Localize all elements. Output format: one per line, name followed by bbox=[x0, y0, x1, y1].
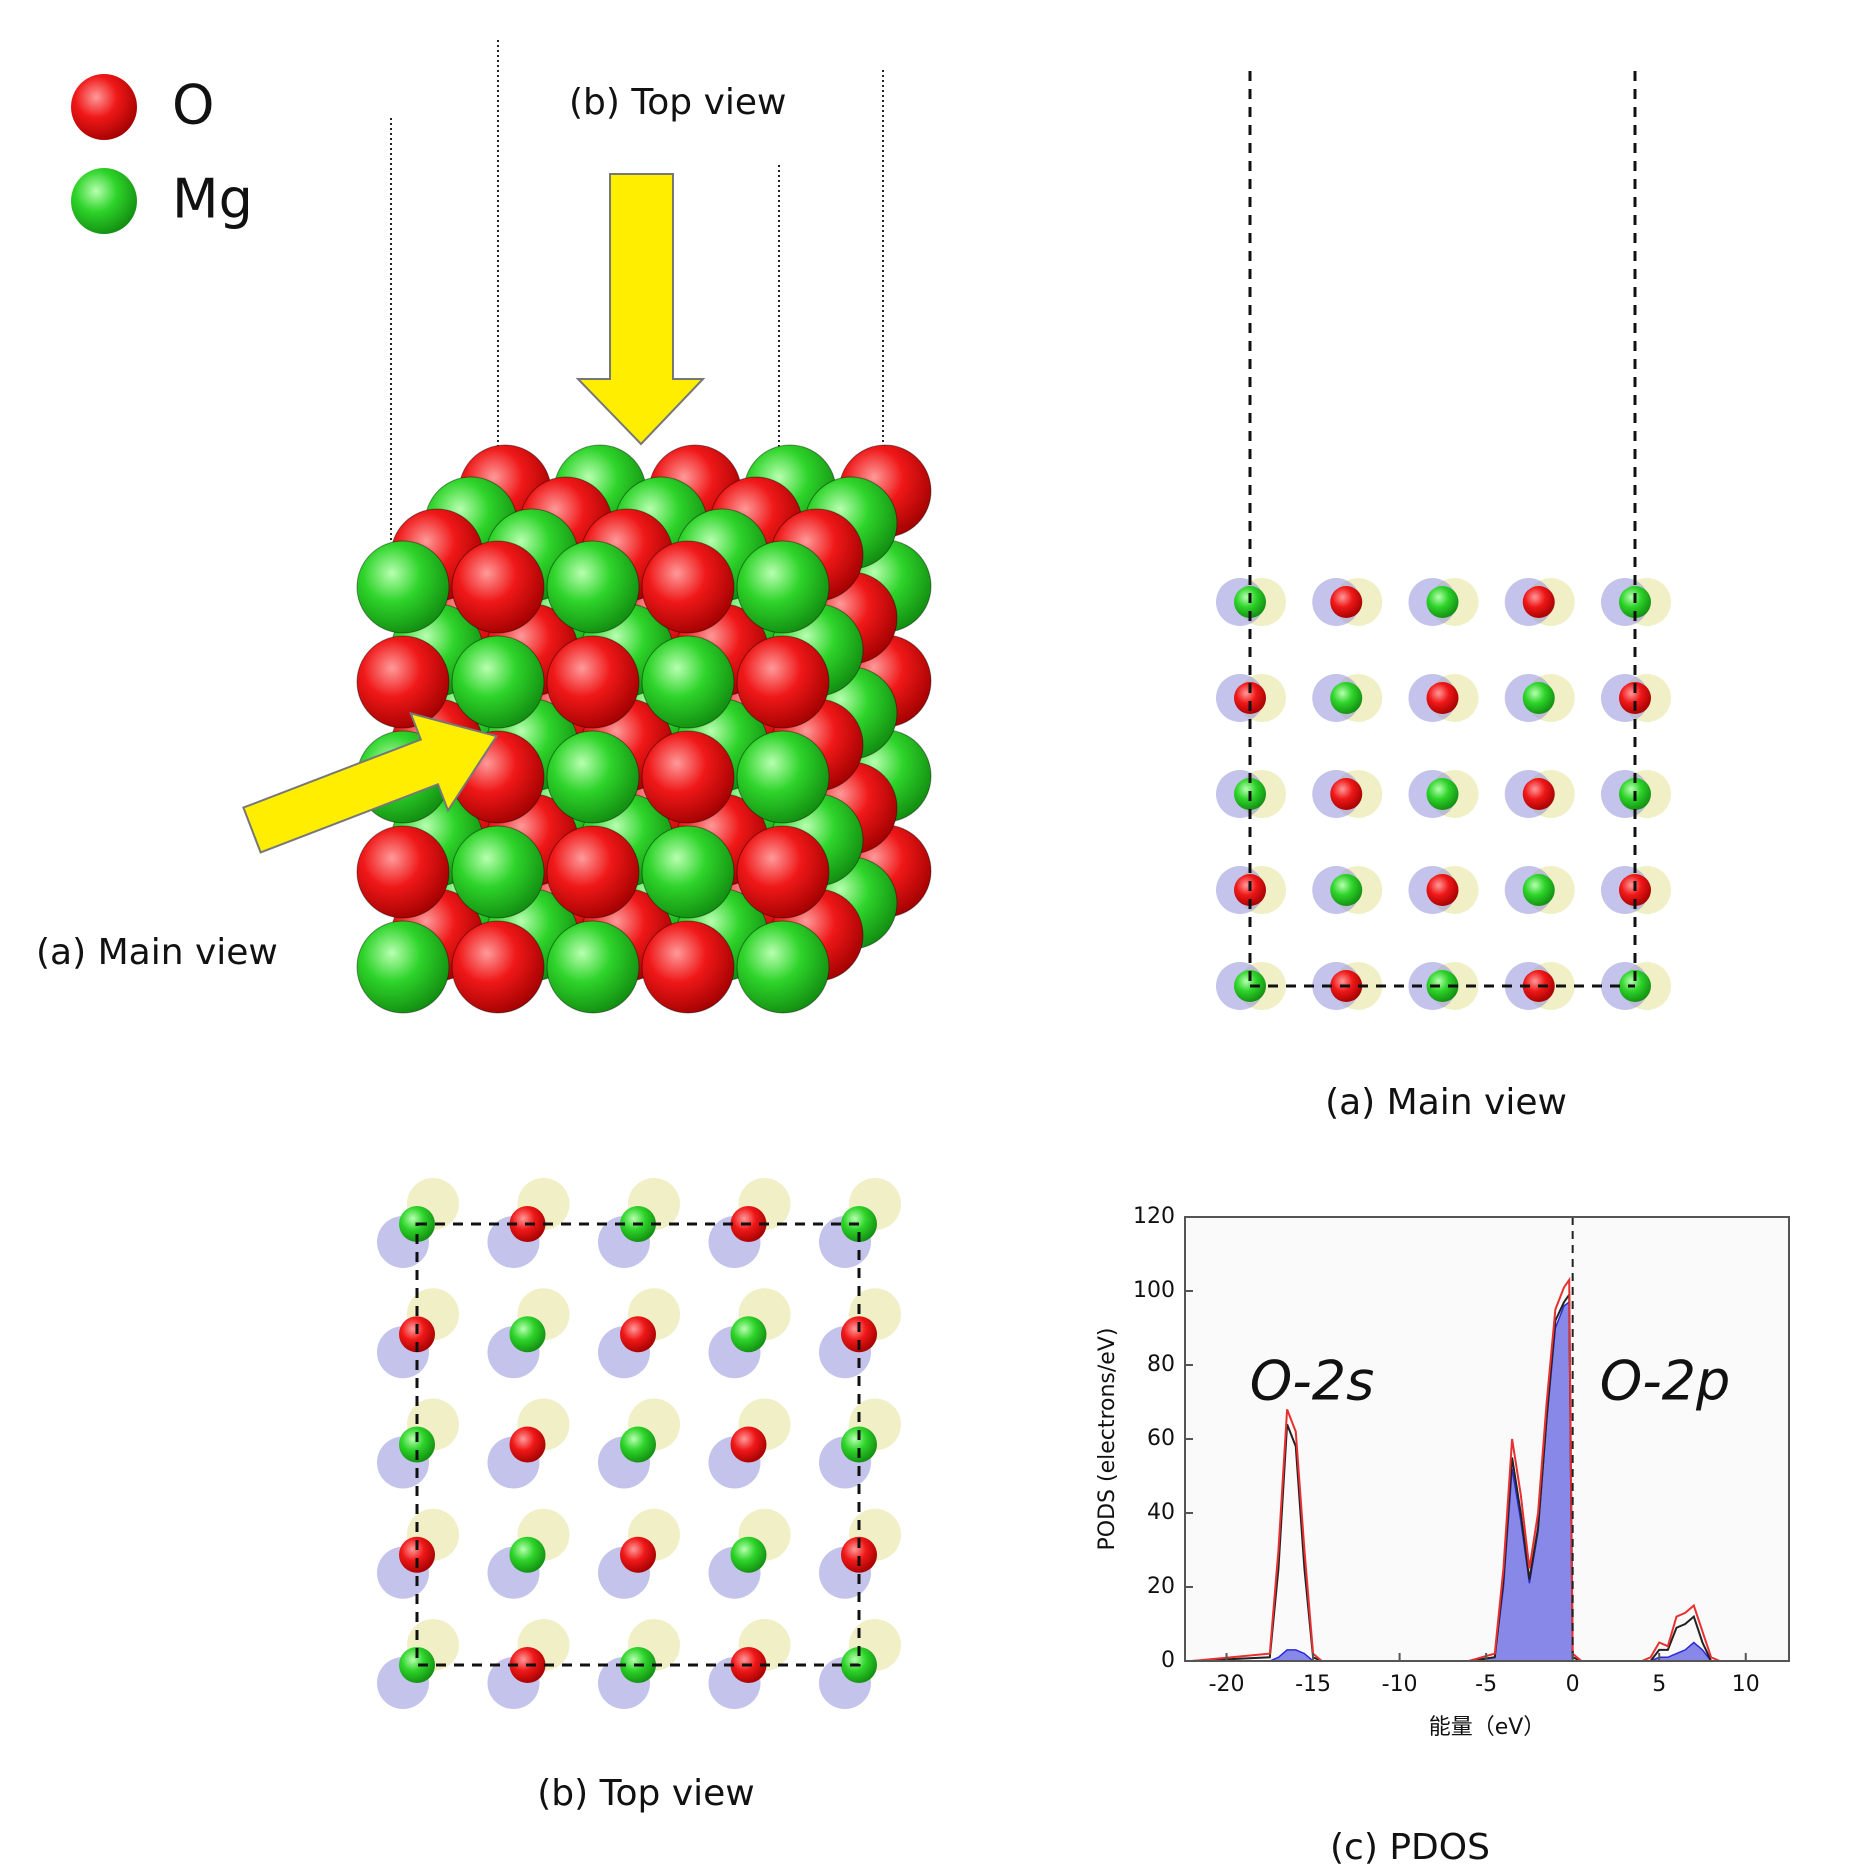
legend-label: Mg bbox=[172, 168, 253, 231]
line bbox=[1191, 1276, 1781, 1662]
y-tick-label: 120 bbox=[1133, 1204, 1175, 1229]
atom bbox=[546, 635, 640, 729]
atom bbox=[546, 540, 640, 634]
y-tick-label: 60 bbox=[1147, 1426, 1175, 1451]
atom bbox=[841, 1426, 877, 1463]
atom bbox=[546, 920, 640, 1014]
atom bbox=[356, 540, 450, 634]
atom bbox=[451, 825, 545, 919]
atom bbox=[736, 920, 830, 1014]
arrow-label: (a) Main view bbox=[36, 932, 278, 973]
atom bbox=[730, 1536, 767, 1573]
x-tick-label: 5 bbox=[1652, 1672, 1666, 1697]
atom bbox=[546, 730, 640, 824]
legend-label: O bbox=[172, 74, 215, 137]
panel-caption: (a) Main view bbox=[1325, 1082, 1567, 1123]
arrow-label: (b) Top view bbox=[569, 82, 786, 123]
atom bbox=[1522, 682, 1555, 714]
atom bbox=[451, 635, 545, 729]
y-tick-label: 100 bbox=[1133, 1278, 1175, 1303]
atom bbox=[1330, 586, 1363, 618]
atom bbox=[641, 635, 735, 729]
atom bbox=[509, 1536, 546, 1573]
atom bbox=[641, 730, 735, 824]
atom bbox=[841, 1316, 877, 1353]
atom bbox=[356, 920, 450, 1014]
cell-edge bbox=[415, 1222, 861, 1667]
atom bbox=[641, 540, 735, 634]
arrow bbox=[575, 173, 706, 446]
atom bbox=[1330, 682, 1363, 714]
pdos-chart: -20 -15 -10 -5 0 5 10020406080100120能量（eV）PODS… bbox=[1095, 1204, 1790, 1740]
atom bbox=[1522, 874, 1555, 906]
atom bbox=[1330, 778, 1363, 810]
atom bbox=[1522, 778, 1555, 810]
legend-swatch bbox=[71, 168, 137, 234]
main-view bbox=[1216, 71, 1671, 1010]
x-tick-label: 10 bbox=[1732, 1672, 1760, 1697]
atom bbox=[546, 825, 640, 919]
y-tick-label: 80 bbox=[1147, 1352, 1175, 1377]
y-axis-label: PODS (electrons/eV) bbox=[1095, 1328, 1120, 1551]
atom bbox=[451, 540, 545, 634]
legend-swatch bbox=[71, 74, 137, 140]
atom bbox=[730, 1426, 767, 1463]
line bbox=[1191, 1291, 1781, 1662]
atom bbox=[736, 825, 830, 919]
x-tick-label: 0 bbox=[1566, 1672, 1580, 1697]
atom bbox=[1234, 682, 1266, 714]
atom bbox=[1619, 682, 1651, 714]
annotation: O-2s bbox=[1250, 1350, 1374, 1413]
x-axis-label: 能量（eV） bbox=[1429, 1715, 1546, 1740]
arrow bbox=[242, 711, 499, 854]
atom bbox=[1426, 778, 1459, 810]
x-tick-label: -15 bbox=[1295, 1672, 1331, 1697]
atom bbox=[730, 1316, 767, 1353]
top-view bbox=[377, 1178, 901, 1709]
atom bbox=[399, 1536, 435, 1573]
x-tick-label: -10 bbox=[1382, 1672, 1418, 1697]
atom bbox=[736, 635, 830, 729]
atom bbox=[620, 1536, 656, 1573]
atom bbox=[1426, 682, 1459, 714]
panel-caption: (c) PDOS bbox=[1330, 1827, 1490, 1868]
atom bbox=[509, 1316, 546, 1353]
atom bbox=[399, 1647, 435, 1683]
atom bbox=[620, 1426, 656, 1463]
atom bbox=[641, 920, 735, 1014]
atom bbox=[509, 1426, 546, 1463]
y-tick-label: 20 bbox=[1147, 1574, 1175, 1599]
y-tick-label: 40 bbox=[1147, 1500, 1175, 1525]
atom bbox=[399, 1426, 435, 1463]
atom bbox=[736, 730, 830, 824]
atom bbox=[620, 1316, 656, 1353]
atom bbox=[1426, 970, 1459, 1002]
x-tick-label: -20 bbox=[1209, 1672, 1245, 1697]
y-tick-label: 0 bbox=[1161, 1648, 1175, 1673]
atom bbox=[451, 920, 545, 1014]
atom bbox=[641, 825, 735, 919]
atom bbox=[1426, 586, 1459, 618]
annotation: O-2p bbox=[1600, 1350, 1731, 1413]
panel-caption: (b) Top view bbox=[537, 1773, 754, 1814]
crystal-3d bbox=[356, 40, 932, 1014]
atom bbox=[356, 635, 450, 729]
atom bbox=[1426, 874, 1459, 906]
atom bbox=[1522, 586, 1555, 618]
atom bbox=[356, 825, 450, 919]
atom bbox=[1330, 874, 1363, 906]
atom bbox=[841, 1536, 877, 1573]
atom bbox=[399, 1316, 435, 1353]
atom bbox=[736, 540, 830, 634]
x-tick-label: -5 bbox=[1475, 1672, 1497, 1697]
